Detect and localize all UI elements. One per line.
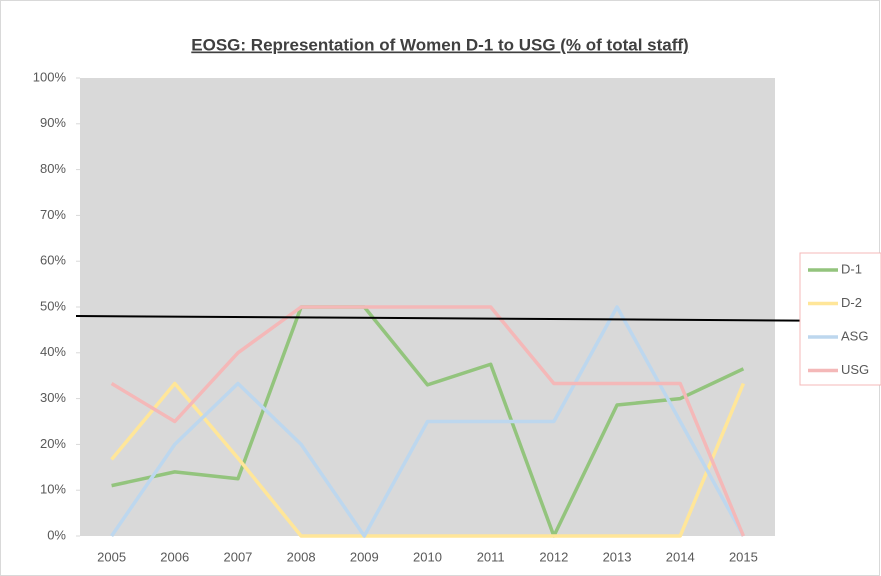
legend-label: D-2	[841, 295, 862, 310]
x-tick-label: 2012	[539, 549, 568, 564]
x-tick-label: 2009	[350, 549, 379, 564]
series-line	[110, 305, 745, 538]
legend-label: ASG	[841, 328, 868, 343]
legend-label: USG	[841, 362, 869, 377]
series-line	[111, 305, 745, 538]
y-tick-label: 90%	[40, 115, 66, 130]
y-tick-label: 100%	[33, 69, 67, 84]
y-tick-label: 10%	[40, 482, 66, 497]
x-tick-label: 2006	[160, 549, 189, 564]
series-line	[110, 381, 746, 538]
x-tick-label: 2005	[97, 549, 126, 564]
y-tick-label: 80%	[40, 161, 66, 176]
y-tick-label: 40%	[40, 344, 66, 359]
y-tick-label: 20%	[40, 436, 66, 451]
y-tick-label: 30%	[40, 390, 66, 405]
legend-box	[799, 252, 881, 386]
x-tick-label: 2015	[729, 549, 758, 564]
chart-title: EOSG: Representation of Women D-1 to USG…	[191, 35, 688, 54]
x-tick-label: 2014	[666, 549, 695, 564]
y-tick-label: 70%	[40, 207, 66, 222]
series-line	[110, 305, 746, 537]
y-tick-label: 0%	[47, 527, 66, 542]
x-tick-label: 2010	[413, 549, 442, 564]
x-tick-label: 2007	[223, 549, 252, 564]
x-tick-label: 2011	[477, 549, 505, 564]
legend-label: D-1	[841, 261, 862, 276]
reference-line	[75, 315, 867, 322]
x-tick-label: 2008	[287, 549, 316, 564]
x-tick-label: 2013	[603, 549, 632, 564]
y-tick-label: 60%	[40, 253, 66, 268]
y-tick-label: 50%	[40, 298, 66, 313]
